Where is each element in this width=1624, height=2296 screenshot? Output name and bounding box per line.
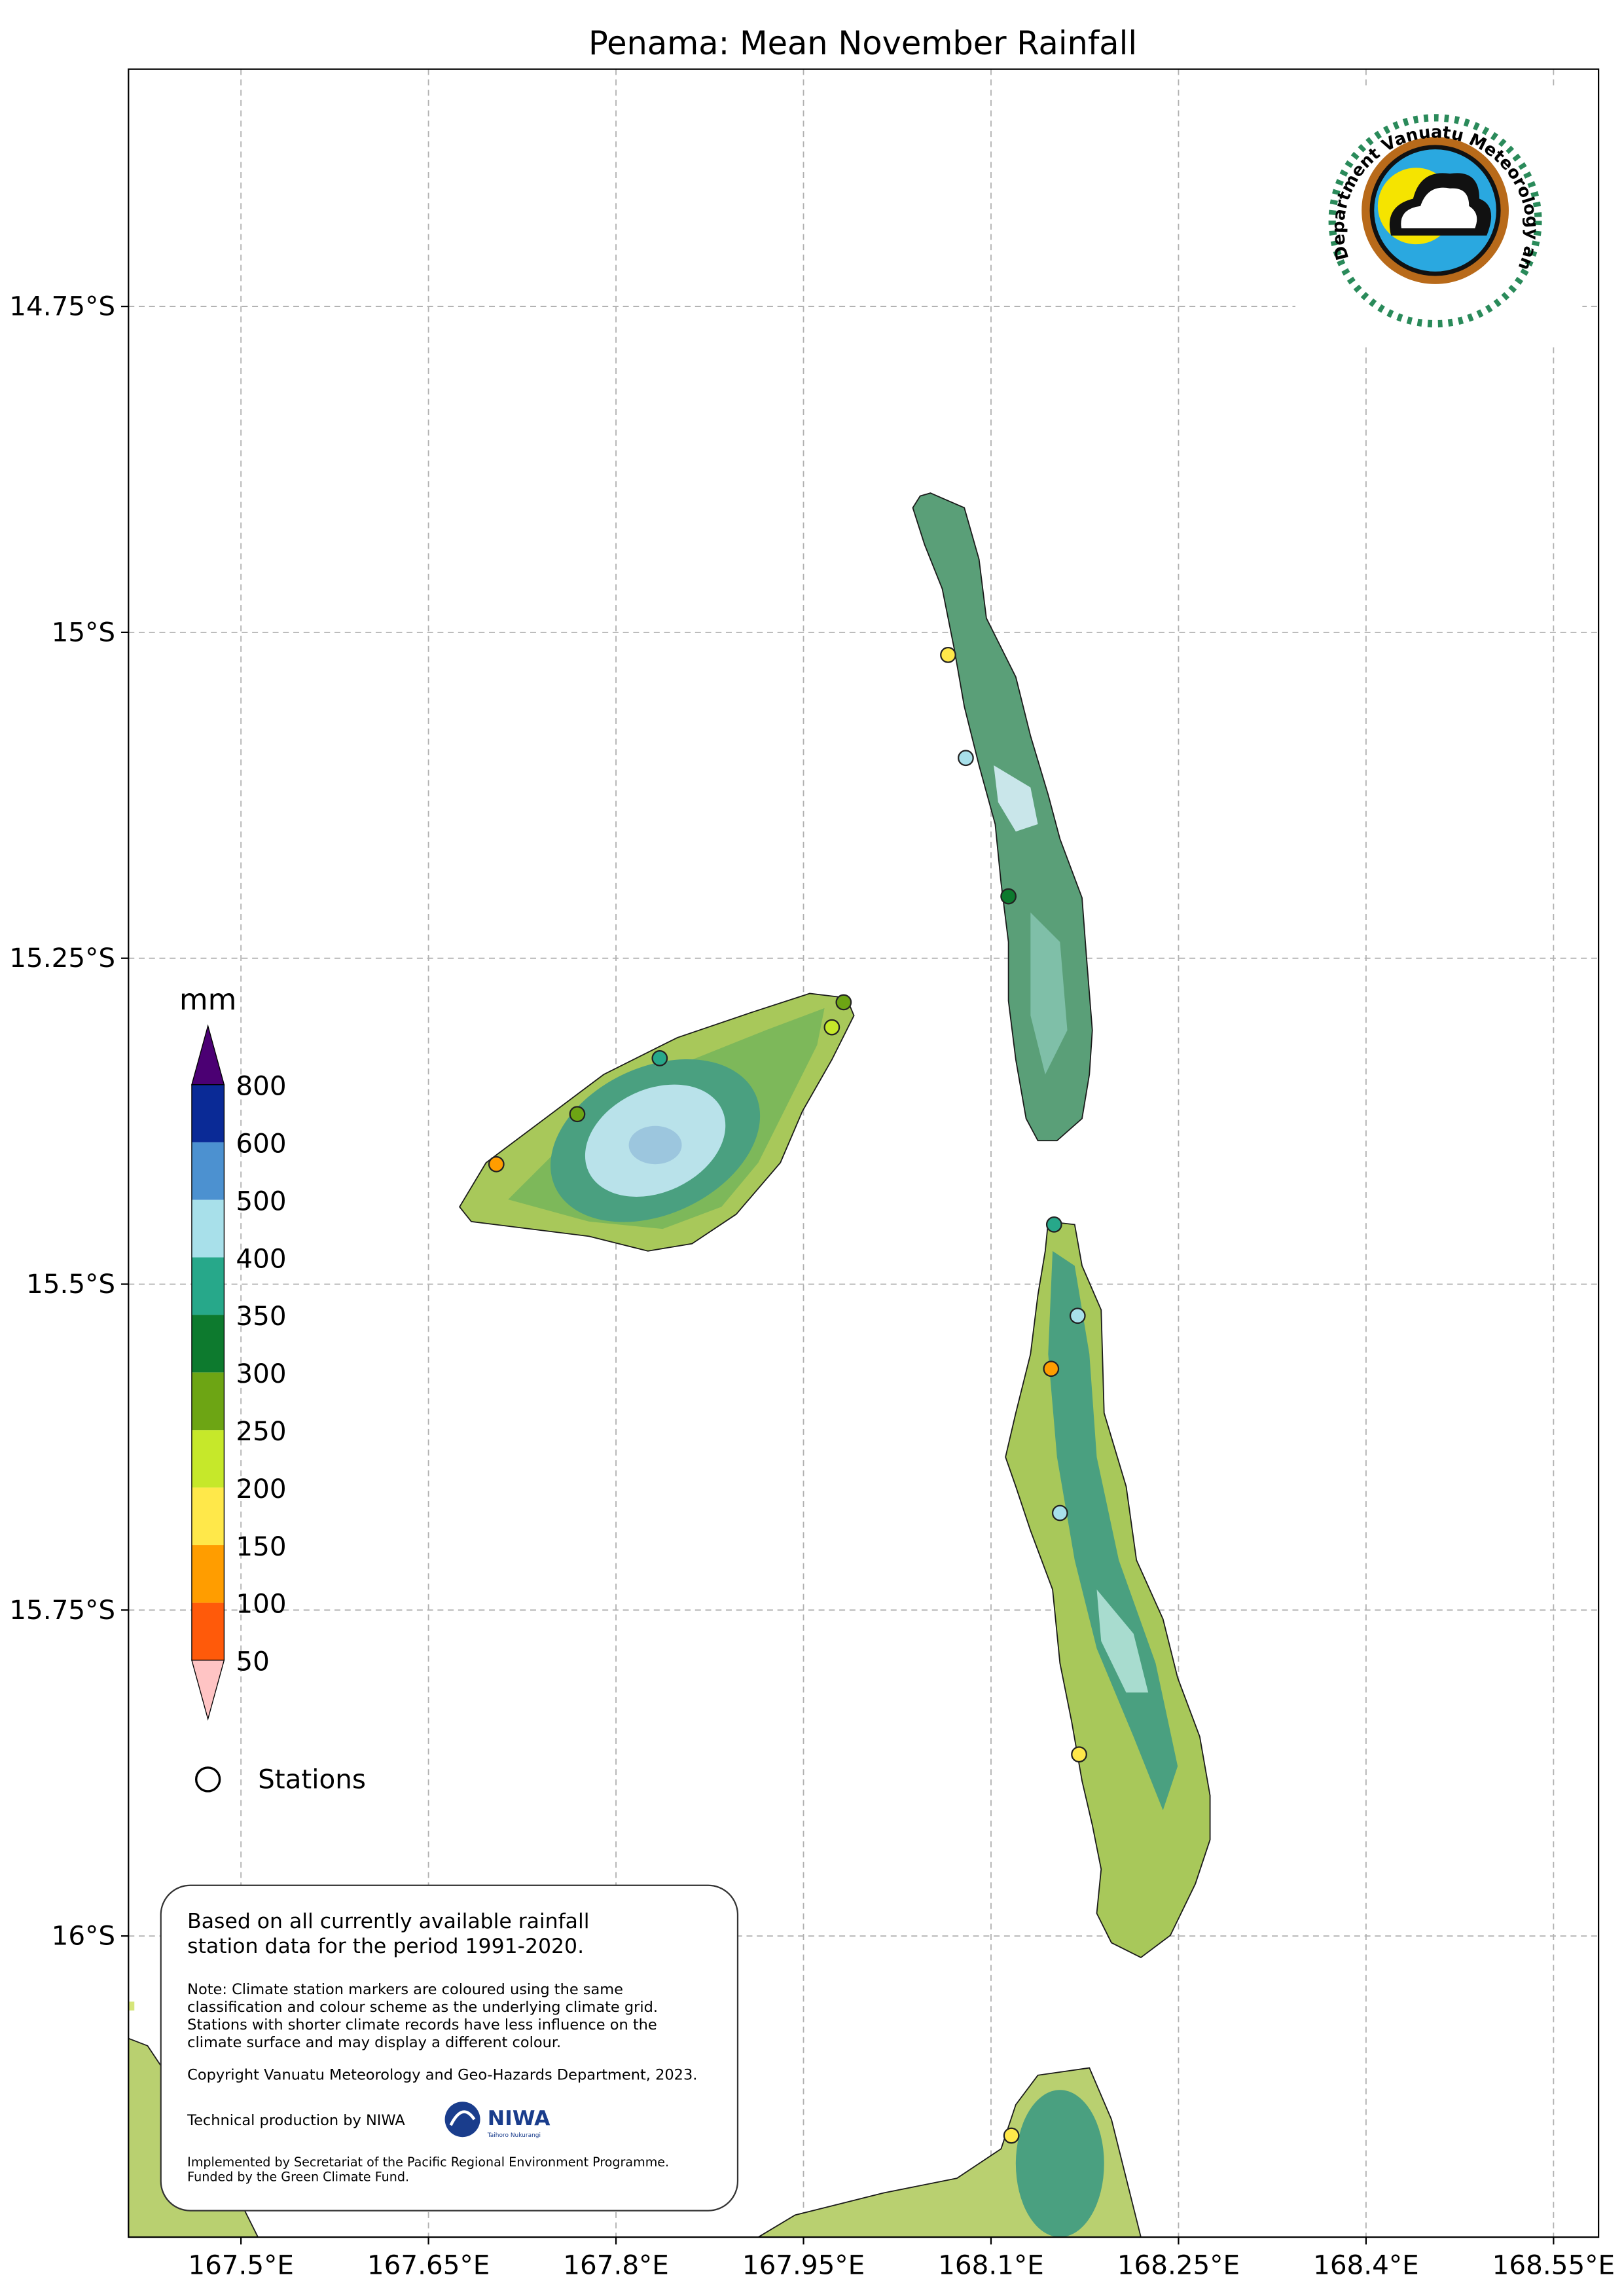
note-detail: Stations with shorter climate records ha… — [187, 2016, 657, 2033]
note-lead: Based on all currently available rainfal… — [187, 1910, 589, 1933]
station — [1003, 2127, 1020, 2144]
station — [1071, 1746, 1087, 1763]
station — [958, 750, 974, 767]
map-frame — [128, 68, 1600, 2238]
colorbar-band — [191, 1084, 225, 1142]
colorbar-band — [191, 1199, 225, 1258]
x-tick-label: 167.65°E — [367, 2249, 490, 2280]
station — [823, 1019, 840, 1036]
colorbar-outline — [191, 1084, 225, 1661]
station-legend-marker — [194, 1766, 221, 1793]
map-title: Penama: Mean November Rainfall — [588, 24, 1137, 62]
station — [1043, 1360, 1060, 1377]
note-funding: Funded by the Green Climate Fund. — [187, 2170, 409, 2185]
colorbar-label: 800 — [236, 1070, 286, 1102]
note-lead: station data for the period 1991-2020. — [187, 1935, 584, 1958]
colorbar-label: 350 — [236, 1300, 286, 1332]
land — [128, 2001, 135, 2011]
logo-wreath — [1328, 114, 1542, 328]
station — [488, 1156, 505, 1173]
station — [1000, 888, 1017, 905]
station — [1045, 1216, 1062, 1233]
note-production: Technical production by NIWA — [187, 2112, 405, 2129]
y-tick-label: 14.75°S — [9, 291, 115, 322]
y-tick-label: 15.75°S — [9, 1594, 115, 1626]
note-detail: classification and colour scheme as the … — [187, 1999, 658, 2016]
colorbar-band — [191, 1487, 225, 1546]
colorbar-label: 200 — [236, 1473, 286, 1504]
colorbar: 50 100 150 200 250 300 350 400 500 600 800 — [191, 1024, 287, 1721]
colorbar-label: 600 — [236, 1127, 286, 1159]
ticks: 167.5°E 167.65°E 167.8°E 167.95°E 168.1°E 168… — [9, 291, 1615, 2281]
station-legend-label: Stations — [258, 1763, 366, 1795]
station — [1069, 1307, 1086, 1324]
colorbar-band — [191, 1602, 225, 1660]
logo-cloud — [1401, 187, 1477, 228]
colorbar-label: 500 — [236, 1185, 286, 1216]
colorbar-band — [191, 1372, 225, 1430]
niwa-mark — [449, 2110, 476, 2126]
y-tick-label: 15.25°S — [9, 942, 115, 974]
zone — [1096, 1589, 1149, 1693]
note-copyright: Copyright Vanuatu Meteorology and Geo-Ha… — [187, 2067, 697, 2084]
note-frame — [160, 1884, 739, 2212]
x-tick-label: 168.55°E — [1492, 2249, 1615, 2280]
colorbar-band — [191, 1142, 225, 1200]
colorbar-band — [191, 1430, 225, 1488]
station — [835, 994, 852, 1011]
note-detail: climate surface and may display a differ… — [187, 2034, 561, 2051]
station — [940, 647, 956, 663]
colorbar-band — [191, 1315, 225, 1373]
colorbar-label: 50 — [236, 1646, 269, 1677]
colorbar-label: 100 — [236, 1588, 286, 1620]
colorbar-band — [191, 1257, 225, 1315]
colorbar-label: 400 — [236, 1243, 286, 1274]
niwa-logo-subtext: Taihoro Nukurangi — [487, 2132, 541, 2139]
crater — [628, 1125, 682, 1165]
x-tick-label: 167.95°E — [742, 2249, 865, 2280]
x-tick-label: 167.8°E — [563, 2249, 669, 2280]
y-tick-label: 15°S — [52, 616, 115, 647]
note-funding: Implemented by Secretariat of the Pacifi… — [187, 2155, 669, 2170]
zone — [1048, 1250, 1178, 1811]
stations — [488, 647, 1087, 2144]
note-box: Based on all currently available rainfal… — [160, 1884, 739, 2212]
highland — [1030, 912, 1068, 1075]
colorbar-label: 250 — [236, 1415, 286, 1447]
x-tick-label: 168.4°E — [1313, 2249, 1419, 2280]
y-tick-label: 16°S — [52, 1920, 115, 1952]
legend-unit: mm — [179, 982, 237, 1017]
colorbar-label: 300 — [236, 1358, 286, 1389]
niwa-logo-text: NIWA — [488, 2107, 550, 2130]
zone — [1015, 2090, 1104, 2238]
colorbar-label: 150 — [236, 1531, 286, 1562]
highland — [994, 765, 1038, 832]
station — [569, 1106, 586, 1123]
x-tick-label: 168.25°E — [1117, 2249, 1240, 2280]
niwa-mark — [444, 2102, 480, 2138]
note-detail: Note: Climate station markers are colour… — [187, 1981, 623, 1998]
station — [1051, 1504, 1068, 1522]
x-tick-label: 168.1°E — [938, 2249, 1044, 2280]
colorbar-band — [191, 1545, 225, 1603]
station — [651, 1050, 668, 1066]
x-tick-label: 167.5°E — [188, 2249, 294, 2280]
y-tick-label: 15.5°S — [26, 1268, 115, 1300]
